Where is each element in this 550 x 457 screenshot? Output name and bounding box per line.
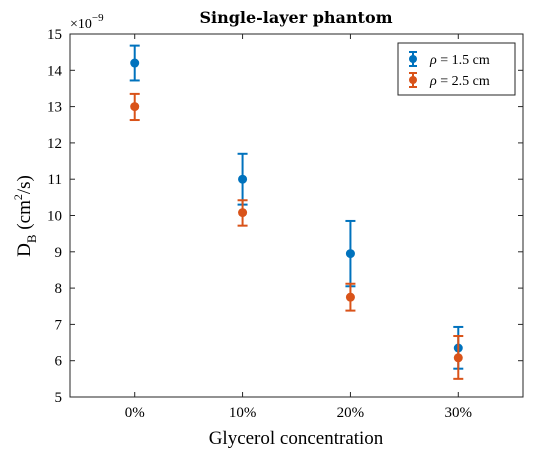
- legend-box: [397, 42, 516, 96]
- data-point: [238, 208, 248, 218]
- data-point: [130, 58, 140, 68]
- data-marks: [129, 44, 464, 380]
- data-point: [130, 102, 140, 112]
- y-exponent-label: ×10−9: [70, 12, 104, 32]
- legend-item-2: ρ = 2.5 cm: [409, 72, 490, 89]
- y-tick-label: 5: [55, 390, 63, 406]
- data-point: [345, 292, 355, 302]
- y-tick-label: 14: [47, 63, 63, 79]
- y-tick-label: 9: [55, 245, 63, 261]
- y-tick-label: 12: [47, 136, 62, 152]
- y-tick-label: 15: [47, 27, 62, 43]
- legend-item-1: ρ = 1.5 cm: [409, 51, 490, 68]
- x-axis-label: Glycerol concentration: [209, 428, 384, 449]
- legend-marker: [409, 76, 417, 84]
- y-tick-label: 8: [55, 281, 63, 297]
- data-point: [238, 174, 248, 184]
- legend-label: ρ = 2.5 cm: [429, 74, 490, 89]
- y-tick-label: 11: [48, 172, 62, 188]
- y-tick-label: 13: [47, 100, 62, 116]
- axis-ticks: 5 6 7 8 9 10 11 12 13 14 15 0% 10% 20% 30%: [47, 27, 523, 421]
- data-point: [345, 249, 355, 259]
- x-tick-label: 30%: [445, 405, 473, 421]
- y-axis-label: DB (cm2/s): [11, 175, 39, 257]
- x-tick-label: 0%: [125, 405, 145, 421]
- x-tick-label: 10%: [229, 405, 257, 421]
- legend: ρ = 1.5 cm ρ = 2.5 cm: [397, 42, 516, 96]
- legend-label: ρ = 1.5 cm: [429, 53, 490, 68]
- y-tick-label: 7: [55, 317, 63, 333]
- series-1: [129, 44, 464, 370]
- legend-marker: [409, 55, 417, 63]
- chart-title: Single-layer phantom: [199, 8, 392, 27]
- y-tick-label: 6: [55, 354, 63, 370]
- data-point: [453, 353, 463, 363]
- y-tick-label: 10: [47, 209, 62, 225]
- series-2: [129, 92, 464, 380]
- x-tick-label: 20%: [337, 405, 365, 421]
